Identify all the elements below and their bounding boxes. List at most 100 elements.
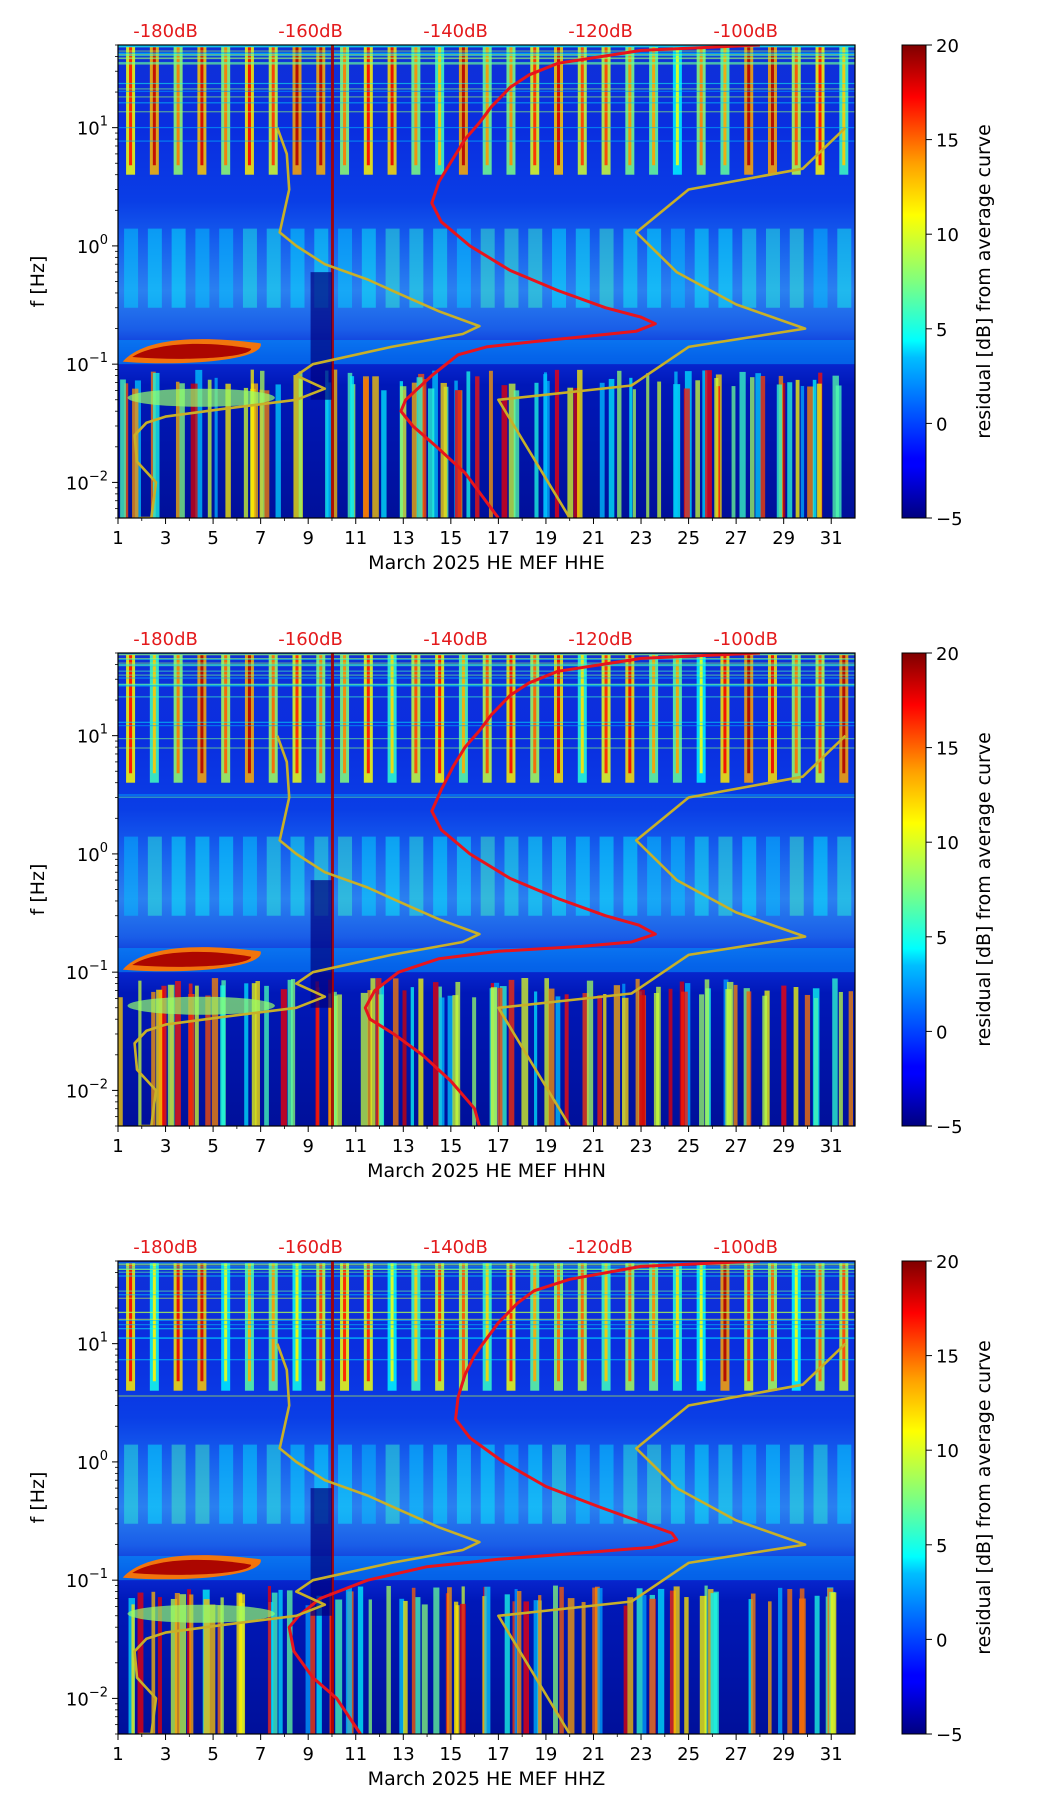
low-frequency-streak	[278, 1589, 283, 1734]
low-frequency-streak	[848, 991, 854, 1126]
db-scale-label: -100dB	[713, 629, 778, 650]
low-frequency-streak	[336, 994, 342, 1126]
day-plume	[219, 1444, 234, 1524]
y-tick-exponent: −1	[89, 959, 108, 974]
artifact-line	[330, 653, 334, 1126]
low-frequency-streak	[195, 369, 203, 518]
low-frequency-streak	[567, 387, 574, 518]
x-tick-label: 27	[725, 1136, 748, 1157]
low-frequency-streak	[812, 379, 817, 518]
y-tick-label: 100	[77, 841, 108, 866]
x-tick-label: 19	[534, 1744, 557, 1765]
db-scale-label: -120dB	[568, 629, 633, 650]
low-frequency-streak	[157, 1597, 162, 1734]
day-plume	[647, 228, 662, 308]
low-frequency-streak	[501, 385, 508, 518]
low-frequency-streak	[187, 1589, 192, 1734]
day-plume	[124, 228, 139, 308]
day-streak-core	[699, 655, 703, 774]
low-frequency-streak	[731, 386, 736, 518]
day-streak-core	[770, 655, 774, 774]
y-tick-label: 10−2	[66, 1077, 108, 1102]
day-streak-core	[247, 47, 251, 166]
low-frequency-streak	[564, 994, 569, 1126]
reference-curve	[133, 127, 481, 518]
day-streak-core	[723, 655, 727, 774]
day-streak-core	[675, 655, 679, 774]
day-plume	[765, 228, 780, 308]
colorbar-tick-label: 15	[936, 1347, 959, 1368]
low-frequency-streak	[497, 987, 503, 1126]
day-streak-core	[747, 47, 751, 166]
low-frequency-streak	[533, 1600, 540, 1734]
db-scale-label: -180dB	[133, 629, 198, 650]
x-tick-label: 7	[255, 1744, 266, 1765]
day-plume	[242, 1444, 257, 1524]
low-frequency-streak	[363, 378, 369, 518]
db-scale-label: -160dB	[278, 629, 343, 650]
hf-line	[118, 1290, 855, 1292]
day-streak-core	[295, 1263, 299, 1382]
y-axis-label: f [Hz]	[27, 1472, 49, 1524]
x-tick-label: 27	[725, 1744, 748, 1765]
day-plume	[599, 228, 614, 308]
day-streak-core	[343, 1263, 347, 1382]
day-streak-core	[200, 47, 204, 166]
day-streak-core	[485, 1263, 489, 1382]
dark-gap	[310, 272, 332, 400]
low-frequency-streak	[517, 1591, 522, 1734]
low-frequency-streak	[508, 979, 515, 1126]
low-frequency-streak	[807, 386, 814, 518]
day-streak-core	[842, 1263, 846, 1382]
low-frequency-streak	[189, 1594, 194, 1734]
hf-line	[118, 52, 855, 54]
x-tick-label: 1	[112, 528, 123, 549]
day-plume	[409, 836, 424, 916]
low-frequency-streak	[838, 991, 843, 1126]
x-tick-label: 13	[392, 1136, 415, 1157]
low-frequency-streak	[733, 984, 738, 1126]
low-frequency-streak	[287, 979, 293, 1126]
low-frequency-streak	[748, 1599, 753, 1734]
low-frequency-streak	[156, 989, 163, 1126]
low-frequency-streak	[594, 1586, 600, 1734]
low-frequency-streak	[399, 1598, 405, 1734]
low-frequency-streak	[316, 1595, 322, 1734]
hf-line	[118, 664, 855, 666]
colorbar-gradient	[901, 1260, 927, 1735]
y-tick-label: 101	[77, 723, 108, 748]
low-frequency-streak	[194, 985, 199, 1126]
day-plume	[219, 228, 234, 308]
day-plume	[409, 1444, 424, 1524]
day-plume	[338, 228, 353, 308]
day-plume	[765, 1444, 780, 1524]
low-frequency-streak	[646, 373, 650, 518]
db-scale-label: -180dB	[133, 1237, 198, 1258]
hf-line	[118, 62, 855, 64]
x-tick-label: 15	[439, 1136, 462, 1157]
low-frequency-streak	[681, 991, 688, 1126]
day-streak-core	[818, 47, 822, 166]
day-streak-core	[129, 47, 133, 166]
x-tick-label: 17	[487, 528, 510, 549]
day-plume	[504, 1444, 519, 1524]
day-plume	[528, 1444, 543, 1524]
y-tick-base: 10	[77, 237, 100, 258]
low-frequency-streak	[649, 1598, 656, 1734]
day-streak-core	[247, 655, 251, 774]
db-scale-label: -160dB	[278, 1237, 343, 1258]
low-frequency-streak	[508, 383, 516, 518]
low-frequency-streak	[750, 377, 755, 518]
day-plume	[575, 228, 590, 308]
day-plume	[552, 836, 567, 916]
low-frequency-streak	[286, 1590, 293, 1734]
low-frequency-streak	[799, 1588, 805, 1734]
low-frequency-streak	[207, 379, 212, 518]
y-tick-base: 10	[66, 1081, 89, 1102]
day-streak-core	[580, 47, 584, 166]
low-frequency-streak	[440, 382, 447, 518]
low-frequency-streak	[118, 997, 123, 1126]
